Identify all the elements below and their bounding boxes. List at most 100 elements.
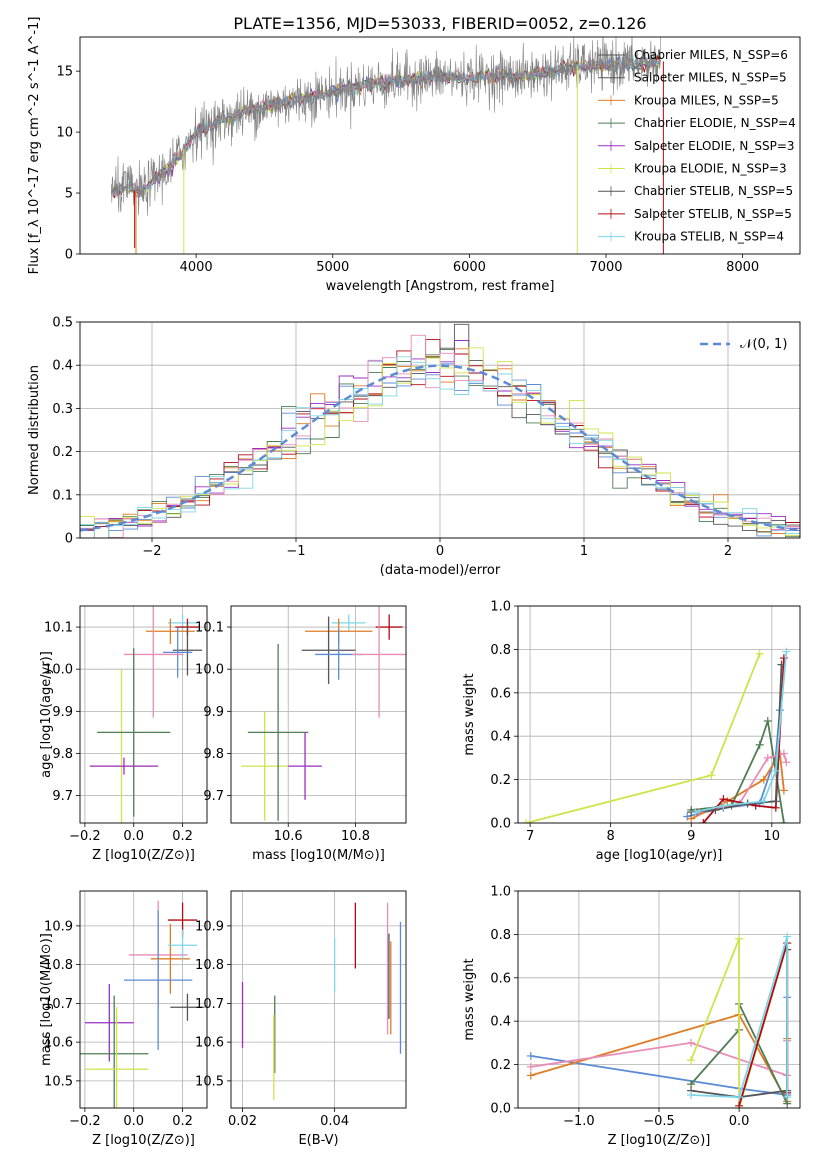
weight-point-marker: [687, 1090, 696, 1099]
x-tick-label: 0.02: [228, 1114, 257, 1129]
y-tick-label: 10.6: [195, 1036, 224, 1051]
legend-label: Kroupa ELODIE, N_SSP=3: [634, 162, 787, 176]
axes-frame: [517, 605, 801, 824]
legend-label: Chabrier ELODIE, N_SSP=4: [634, 116, 796, 130]
y-tick-label: 10.9: [195, 919, 224, 934]
weight-series-line: [738, 942, 789, 1107]
weight-point-marker: [779, 749, 788, 758]
y-tick-label: 0.1: [52, 488, 73, 503]
y-tick-label: 10.7: [44, 997, 73, 1012]
weight-series-line: [690, 936, 789, 1099]
weight-point-marker: [771, 797, 780, 806]
x-tick-label: −2: [142, 544, 161, 559]
axes-frame: [79, 890, 208, 1109]
residual-histogram: [80, 356, 800, 538]
x-axis-label: (data-model)/error: [380, 563, 501, 578]
weight-point-marker: [779, 819, 788, 823]
x-tick-label: 0.0: [729, 1114, 750, 1129]
mass-vs-metallicity-panel: −0.2 0.0 0.2 10.5 10.6 10.7 10.8 10.9 Z [log10(Z…: [39, 890, 208, 1148]
weight-point-marker: [526, 1071, 535, 1080]
y-tick-label: 0.4: [490, 1015, 511, 1030]
weight-point-marker: [707, 771, 716, 780]
axes-frame: [230, 890, 407, 1109]
weight-point-marker: [782, 647, 791, 656]
y-tick-label: 0.6: [490, 686, 511, 701]
legend-label: 𝒩(0, 1): [740, 337, 787, 352]
y-tick-label: 10.6: [44, 1036, 73, 1051]
x-tick-label: 8000: [726, 260, 759, 275]
y-tick-label: 10.5: [195, 1074, 224, 1089]
x-tick-label: −1: [286, 544, 305, 559]
x-tick-label: 7000: [589, 260, 622, 275]
plot-area: [522, 647, 791, 823]
plot-area: [89, 606, 203, 823]
x-tick-label: 10.8: [341, 829, 370, 844]
y-axis-label: Flux [f_λ 10^-17 erg cm^-2 s^-1 A^-1]: [27, 17, 42, 275]
weight-point-marker: [687, 1056, 696, 1065]
residuals-panel: −2 −1 0 1 2 0 0.1 0.2 0.3 0.4 0.5 (data-model)/erro…: [27, 316, 801, 578]
x-tick-label: 0.2: [172, 1114, 193, 1129]
weight-point-marker: [783, 932, 792, 941]
x-tick-label: 8: [607, 829, 615, 844]
x-tick-label: 0.0: [123, 1114, 144, 1129]
y-tick-label: 15: [56, 65, 73, 80]
legend-label: Chabrier MILES, N_SSP=6: [634, 48, 788, 62]
x-tick-label: −0.2: [69, 829, 101, 844]
y-tick-label: 1.0: [490, 885, 511, 900]
x-tick-label: −1.0: [563, 1114, 595, 1129]
y-tick-label: 9.8: [52, 747, 73, 762]
plot-area: [110, 37, 664, 254]
weight-point-marker: [777, 660, 786, 669]
x-tick-label: 4000: [180, 260, 213, 275]
weight-point-marker: [687, 1038, 696, 1047]
y-tick-label: 10.1: [195, 621, 224, 636]
normal-reference-curve: [80, 364, 800, 532]
weight-point-marker: [522, 819, 531, 823]
mass-vs-ebv-panel: 0.02 0.04 10.5 10.6 10.7 10.8 10.9 E(B-V): [195, 890, 407, 1148]
x-axis-label: age [log10(age/yr)]: [596, 848, 723, 863]
plot-area: [526, 932, 792, 1108]
y-tick-label: 0.2: [490, 1058, 511, 1073]
y-tick-label: 10.0: [44, 663, 73, 678]
y-tick-label: 0.4: [490, 730, 511, 745]
axes-frame: [79, 605, 208, 824]
weight-point-marker: [783, 1093, 792, 1102]
y-tick-label: 10.5: [44, 1074, 73, 1089]
y-tick-label: 0.8: [490, 643, 511, 658]
plot-area: [80, 323, 800, 538]
x-axis-label: Z [log10(Z/Z⊙)]: [608, 1133, 711, 1148]
x-tick-label: 0: [436, 544, 444, 559]
x-axis-label: Z [log10(Z/Z⊙)]: [92, 1133, 195, 1148]
y-axis-label: mass weight: [462, 958, 477, 1040]
axes-frame: [517, 890, 801, 1109]
y-axis-label: Normed distribution: [27, 365, 42, 495]
y-tick-label: 0.2: [490, 773, 511, 788]
axes-frame: [230, 605, 407, 824]
y-tick-label: 10.0: [195, 663, 224, 678]
y-tick-label: 0.0: [490, 1102, 511, 1117]
weight-vs-age-panel: 7 8 9 10 0.0 0.2 0.4 0.6 0.8 1.0 age [log10(age/yr…: [462, 600, 801, 863]
y-tick-label: 0.5: [52, 316, 73, 331]
y-tick-label: 0: [65, 248, 73, 263]
axes-frame: [79, 321, 801, 539]
x-tick-label: −0.2: [69, 1114, 101, 1129]
weight-point-marker: [763, 717, 772, 726]
weight-series-line: [695, 651, 788, 813]
y-tick-label: 10.7: [195, 997, 224, 1012]
y-tick-label: 0.3: [52, 402, 73, 417]
legend-label: Salpeter MILES, N_SSP=5: [634, 71, 787, 85]
y-tick-label: 0.2: [52, 445, 73, 460]
weight-point-marker: [759, 775, 768, 784]
x-tick-label: 7: [526, 829, 534, 844]
weight-point-marker: [719, 801, 728, 810]
weight-point-marker: [755, 740, 764, 749]
weight-point-marker: [526, 1051, 535, 1060]
weight-point-marker: [755, 649, 764, 658]
y-tick-label: 10.9: [44, 919, 73, 934]
x-tick-label: 5000: [316, 260, 349, 275]
y-tick-label: 5: [65, 187, 73, 202]
weight-point-marker: [526, 1062, 535, 1071]
legend-label: Salpeter STELIB, N_SSP=5: [634, 207, 792, 221]
legend-label: Kroupa MILES, N_SSP=5: [634, 93, 779, 107]
